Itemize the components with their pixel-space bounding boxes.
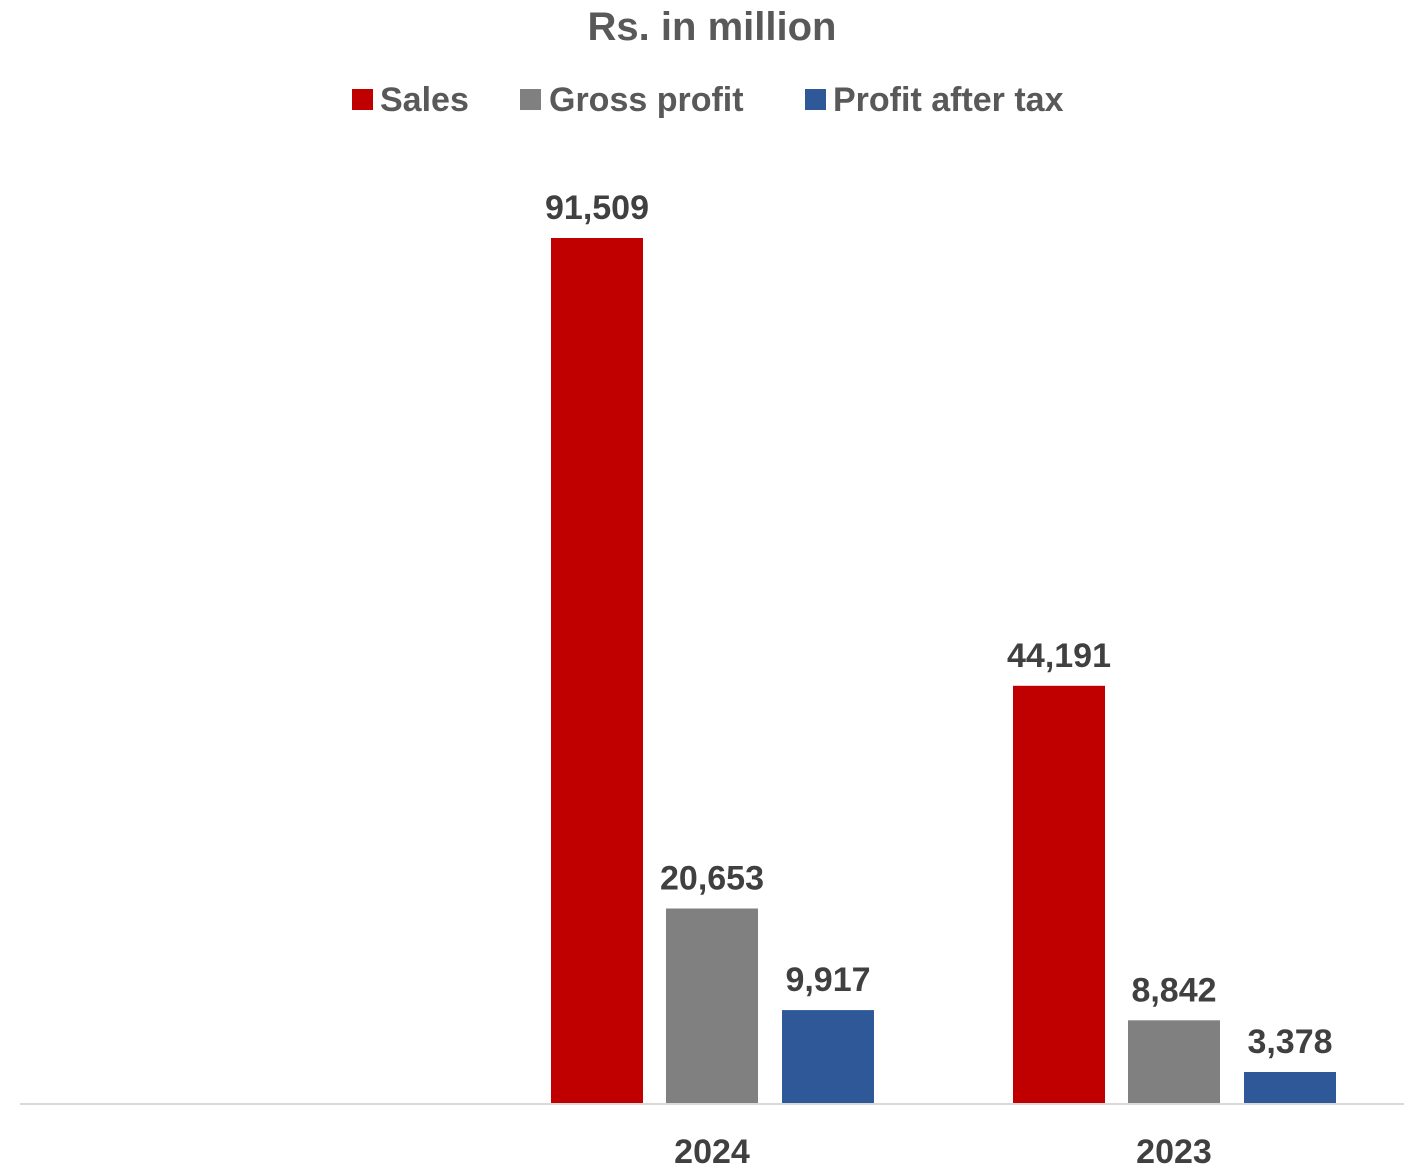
- data-label-sales-2023: 44,191: [1007, 637, 1111, 675]
- bar-sales-2024: [551, 238, 643, 1104]
- bar-gross-profit-2024: [666, 908, 758, 1104]
- bar-gross-profit-2023: [1128, 1020, 1220, 1104]
- data-label-gross-profit-2023: 8,842: [1131, 971, 1216, 1009]
- chart-legend: Sales Gross profit Profit after tax: [352, 81, 1064, 119]
- legend-label-profit-after-tax: Profit after tax: [833, 81, 1064, 119]
- bars-group: [551, 238, 1336, 1104]
- data-label-profit-after-tax-2024: 9,917: [785, 961, 870, 999]
- legend-label-sales: Sales: [380, 81, 469, 119]
- legend-label-gross-profit: Gross profit: [549, 81, 744, 119]
- bar-profit-after-tax-2024: [782, 1010, 874, 1104]
- legend-swatch-gross-profit: [520, 89, 541, 110]
- x-tick-labels: 2024 2023: [674, 1133, 1212, 1165]
- data-label-profit-after-tax-2023: 3,378: [1247, 1023, 1332, 1061]
- legend-swatch-sales: [352, 89, 373, 110]
- data-labels-group: 91,509 20,653 9,917 44,191 8,842 3,378: [545, 189, 1333, 1061]
- data-label-gross-profit-2024: 20,653: [660, 860, 764, 898]
- chart-title: Rs. in million: [588, 5, 837, 49]
- bar-profit-after-tax-2023: [1244, 1072, 1336, 1104]
- data-label-sales-2024: 91,509: [545, 189, 649, 227]
- legend-swatch-profit-after-tax: [805, 89, 826, 110]
- x-tick-label-2023: 2023: [1136, 1133, 1212, 1165]
- bar-sales-2023: [1013, 685, 1105, 1104]
- x-tick-label-2024: 2024: [674, 1133, 750, 1165]
